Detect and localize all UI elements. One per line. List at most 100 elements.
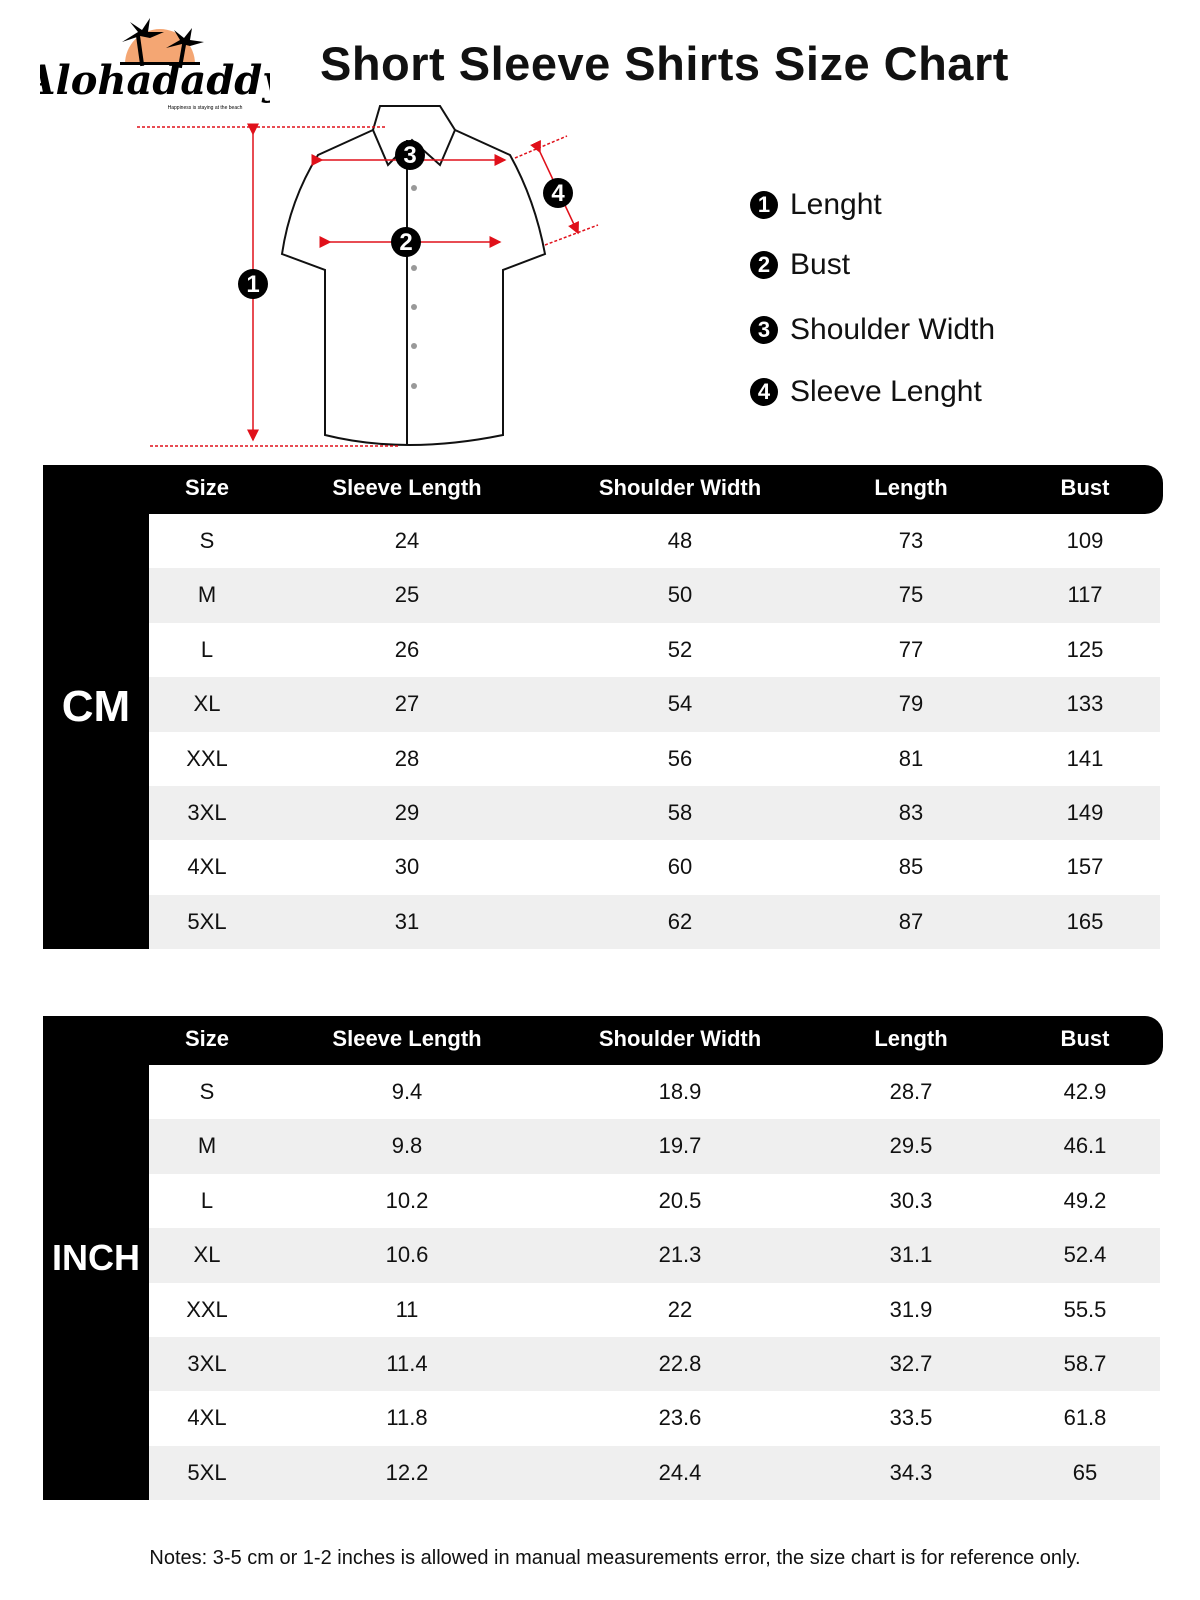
brand-tagline: Happiness is staying at the beach <box>168 105 243 111</box>
table-row: M 9.8 19.7 29.5 46.1 <box>149 1119 1160 1174</box>
table-cell: 12.2 <box>385 1459 429 1485</box>
table-cell: 54 <box>667 691 693 717</box>
legend-item-length: 1 Lenght <box>750 188 882 222</box>
table-cell: 27 <box>394 691 420 717</box>
table-row: 3XL 11.4 22.8 32.7 58.7 <box>149 1337 1160 1392</box>
table-cell: 33.5 <box>889 1405 933 1431</box>
table-cell: 4XL <box>187 1405 227 1431</box>
legend-item-shoulder-width: 3 Shoulder Width <box>750 313 995 347</box>
table-cell: 5XL <box>187 908 227 934</box>
column-header: Bust <box>1060 475 1110 500</box>
number-3-icon: 3 <box>750 316 778 344</box>
table-row: 5XL 12.2 24.4 34.3 65 <box>149 1445 1160 1501</box>
column-header: Length <box>874 475 948 500</box>
page-title: Short Sleeve Shirts Size Chart <box>320 37 1009 90</box>
table-cell: 125 <box>1066 636 1104 662</box>
table-cell: 22 <box>667 1296 693 1322</box>
table-cell: 83 <box>898 800 924 825</box>
marker-4: 4 <box>551 180 565 207</box>
legend-item-bust: 2 Bust <box>750 248 850 282</box>
table-cell: 60 <box>667 854 693 880</box>
table-cell: S <box>199 528 215 553</box>
table-cell: 24 <box>394 528 420 553</box>
table-cell: 157 <box>1066 854 1104 880</box>
column-header: Shoulder Width <box>598 1026 762 1051</box>
table-cell: 31.9 <box>889 1296 933 1322</box>
table-cell: 24.4 <box>658 1459 702 1485</box>
table-row: 4XL 30 60 85 157 <box>149 840 1160 894</box>
table-cell: 25 <box>394 582 420 608</box>
table-cell: L <box>200 636 214 662</box>
table-cell: 61.8 <box>1063 1405 1107 1431</box>
table-row: S 9.4 18.9 28.7 42.9 <box>149 1065 1160 1119</box>
table-cell: 11.8 <box>386 1405 428 1431</box>
table-header: Size Sleeve Length Shoulder Width Length Bus… <box>43 465 1163 514</box>
table-cell: 10.2 <box>385 1187 429 1213</box>
legend-label: Lenght <box>790 188 882 221</box>
number-1-icon: 1 <box>750 191 778 219</box>
shirt-measurement-diagram: 1 2 3 4 <box>137 105 599 447</box>
table-cell: 21.3 <box>658 1242 702 1268</box>
notes-text: Notes: 3-5 cm or 1-2 inches is allowed i… <box>149 1547 1081 1569</box>
legend-label: Bust <box>790 248 851 281</box>
table-cell: 4XL <box>187 854 227 880</box>
marker-3: 3 <box>403 142 416 169</box>
table-cell: 5XL <box>187 1459 227 1485</box>
table-cell: 55.5 <box>1063 1296 1107 1322</box>
table-row: 4XL 11.8 23.6 33.5 61.8 <box>149 1391 1160 1445</box>
unit-label: INCH <box>43 1016 149 1500</box>
legend-label: Shoulder Width <box>790 313 996 346</box>
table-cell: 141 <box>1066 745 1104 771</box>
table-cell: 73 <box>898 528 924 553</box>
table-cell: 23.6 <box>658 1405 702 1431</box>
table-row: XXL 11 22 31.9 55.5 <box>149 1283 1160 1337</box>
table-cell: 9.8 <box>391 1133 423 1159</box>
column-header: Shoulder Width <box>598 475 762 500</box>
table-cell: S <box>199 1079 215 1104</box>
size-table-cm: CM Size Sleeve Length Shoulder Width Length B… <box>43 465 1165 950</box>
number-2-icon: 2 <box>750 251 778 279</box>
table-cell: 133 <box>1066 691 1104 717</box>
table-cell: 10.6 <box>385 1242 429 1268</box>
table-cell: 26 <box>394 636 420 662</box>
table-cell: 29 <box>394 800 420 825</box>
table-cell: 31 <box>394 908 420 934</box>
table-cell: 65 <box>1072 1459 1098 1485</box>
number-4-icon: 4 <box>750 378 778 406</box>
table-cell: 56 <box>667 745 693 771</box>
table-cell: 9.4 <box>391 1079 423 1104</box>
table-cell: 81 <box>898 745 924 771</box>
table-row: XXL 28 56 81 141 <box>149 732 1160 786</box>
table-cell: 11.4 <box>386 1351 428 1376</box>
table-cell: 19.7 <box>658 1133 702 1159</box>
table-cell: 109 <box>1066 528 1104 553</box>
column-header: Length <box>874 1026 948 1051</box>
table-cell: 85 <box>898 854 924 880</box>
column-header: Size <box>184 475 230 500</box>
table-cell: 11 <box>395 1296 419 1322</box>
table-cell: 58.7 <box>1063 1351 1107 1376</box>
table-cell: 18.9 <box>658 1079 702 1104</box>
table-cell: 20.5 <box>658 1187 702 1213</box>
table-cell: XXL <box>186 745 228 771</box>
table-cell: 28 <box>394 745 420 771</box>
table-header: Size Sleeve Length Shoulder Width Length Bus… <box>43 1016 1163 1065</box>
table-row: XL 27 54 79 133 <box>149 677 1160 732</box>
table-cell: 30.3 <box>889 1187 933 1213</box>
table-cell: XL <box>193 691 221 717</box>
table-cell: 46.1 <box>1063 1133 1107 1159</box>
table-row: L 26 52 77 125 <box>149 623 1160 677</box>
table-cell: L <box>200 1187 214 1213</box>
table-cell: 50 <box>667 582 693 608</box>
table-cell: 29.5 <box>889 1133 933 1159</box>
table-cell: 32.7 <box>889 1351 933 1376</box>
table-cell: 30 <box>394 854 420 880</box>
table-cell: 34.3 <box>889 1459 933 1485</box>
column-header: Bust <box>1060 1026 1110 1051</box>
table-cell: XL <box>193 1242 221 1268</box>
table-row: XL 10.6 21.3 31.1 52.4 <box>149 1228 1160 1283</box>
table-cell: 149 <box>1066 800 1104 825</box>
table-cell: 58 <box>667 800 693 825</box>
table-row: 5XL 31 62 87 165 <box>149 894 1160 950</box>
column-header: Size <box>184 1026 230 1051</box>
